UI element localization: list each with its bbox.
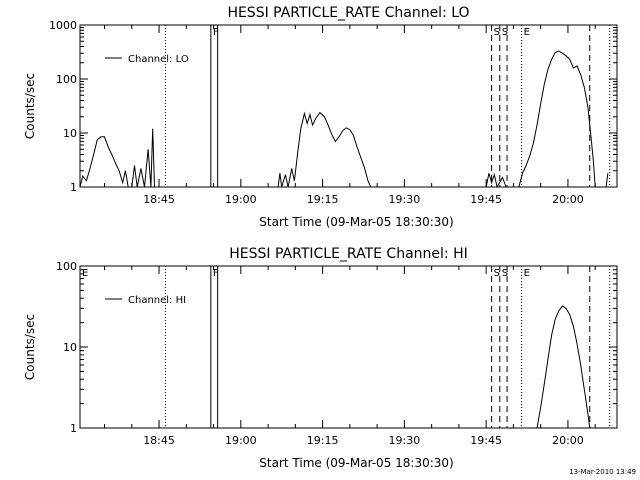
x-tick-label: 19:00 — [225, 434, 257, 447]
chart-panel-hi: HESSI PARTICLE_RATE Channel: HI Start Ti… — [23, 246, 618, 470]
x-axis-label: Start Time (09-Mar-05 18:30:30) — [259, 215, 453, 229]
series-line — [277, 111, 372, 188]
y-tick-label: 10 — [63, 127, 77, 140]
plot-frame — [79, 24, 618, 188]
event-marker-label: S — [502, 27, 508, 38]
x-tick-label: 19:45 — [470, 193, 502, 206]
legend-label: Channel: LO — [128, 54, 189, 65]
chart-title: HESSI PARTICLE_RATE Channel: HI — [229, 246, 467, 262]
x-tick-label: 19:45 — [470, 434, 502, 447]
x-tick-label: 18:45 — [143, 434, 175, 447]
x-tick-label: 20:00 — [552, 193, 584, 206]
series-line — [485, 172, 507, 189]
x-tick-label: 19:30 — [389, 434, 421, 447]
event-marker-label: S — [494, 268, 500, 279]
x-tick-label: 18:45 — [143, 193, 175, 206]
y-tick-label: 100 — [56, 73, 77, 86]
event-marker-label: S — [494, 27, 500, 38]
x-tick-label: 20:00 — [552, 434, 584, 447]
event-marker-label: F — [213, 27, 219, 38]
series-line — [518, 50, 596, 188]
plot-frame — [79, 265, 618, 429]
timestamp-label: 13-Mar-2010 13:49 — [569, 468, 636, 476]
y-axis-label: Counts/sec — [23, 314, 37, 380]
y-tick-label: 1000 — [49, 19, 77, 32]
event-marker-label: E — [524, 27, 530, 38]
y-tick-label: 1 — [70, 422, 77, 435]
x-axis-label: Start Time (09-Mar-05 18:30:30) — [259, 456, 453, 470]
x-tick-label: 19:30 — [389, 193, 421, 206]
chart-panel-lo: HESSI PARTICLE_RATE Channel: LO Start Ti… — [23, 5, 618, 229]
series-line — [79, 128, 155, 188]
legend-label: Channel: HI — [128, 295, 186, 306]
event-marker-label: E — [524, 268, 530, 279]
series-line — [536, 305, 591, 429]
event-marker-label: E — [82, 268, 88, 279]
series-line — [605, 173, 609, 188]
x-tick-label: 19:00 — [225, 193, 257, 206]
chart-title: HESSI PARTICLE_RATE Channel: LO — [227, 5, 469, 21]
y-tick-label: 100 — [56, 260, 77, 273]
y-axis-label: Counts/sec — [23, 73, 37, 139]
y-tick-label: 1 — [70, 181, 77, 194]
event-marker-label: F — [213, 268, 219, 279]
x-tick-label: 19:15 — [307, 434, 339, 447]
x-tick-label: 19:15 — [307, 193, 339, 206]
event-marker-label: S — [502, 268, 508, 279]
y-tick-label: 10 — [63, 341, 77, 354]
